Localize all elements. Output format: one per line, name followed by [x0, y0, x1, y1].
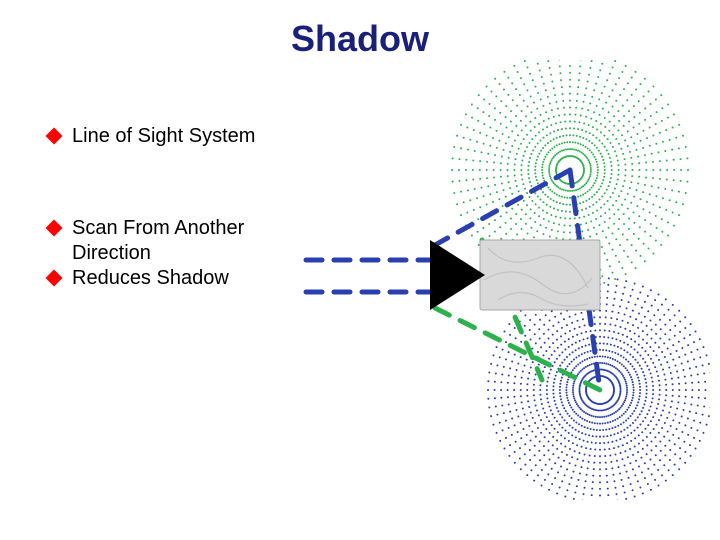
shadow-diagram	[290, 60, 710, 500]
title-text: Shadow	[291, 18, 429, 59]
page-title: Shadow	[0, 18, 720, 60]
diamond-icon	[46, 220, 63, 237]
bullet-text: Scan From Another Direction	[72, 216, 308, 266]
bullet-list-1: Line of Sight System	[48, 124, 308, 149]
bullet-list-2: Scan From Another DirectionReduces Shado…	[48, 216, 308, 291]
slide: Shadow Line of Sight System Scan From An…	[0, 0, 720, 540]
diagram-svg	[290, 60, 710, 500]
bullet-item: Scan From Another Direction	[48, 216, 308, 266]
bullet-text: Line of Sight System	[72, 124, 255, 149]
diamond-icon	[46, 128, 63, 145]
bullet-item: Reduces Shadow	[48, 266, 308, 291]
shadow-triangle	[430, 240, 485, 310]
bullet-item: Line of Sight System	[48, 124, 308, 149]
bullet-text: Reduces Shadow	[72, 266, 229, 291]
diamond-icon	[46, 270, 63, 287]
